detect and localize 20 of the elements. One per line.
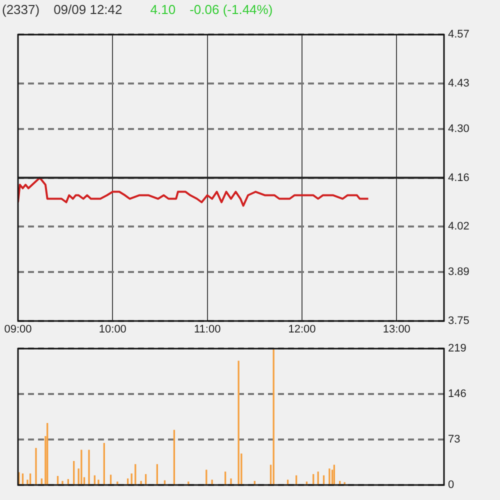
- y-tick-label: 4.02: [448, 220, 470, 233]
- x-tick-label: 11:00: [194, 324, 221, 336]
- x-tick-label: 09:00: [4, 324, 32, 336]
- y-tick-label: 73: [448, 434, 460, 446]
- x-tick-label: 13:00: [382, 324, 410, 336]
- y-tick-label: 4.43: [448, 78, 470, 90]
- y-tick-label: 4.16: [448, 172, 470, 184]
- x-tick-label: 12:00: [288, 324, 316, 336]
- chart-subtitle: 09/09 12:42: [54, 2, 122, 17]
- text: -0.06 (-1.44%): [190, 2, 273, 17]
- y-tick-label: 0: [448, 479, 454, 492]
- x-tick-label: 10:00: [98, 324, 126, 336]
- text: 4.10: [150, 2, 176, 17]
- y-tick-label: 146: [448, 388, 466, 400]
- chart-title: (2337): [2, 2, 40, 17]
- y-tick-label: 3.89: [448, 266, 470, 278]
- y-tick-label: 4.30: [448, 122, 470, 135]
- y-tick-label: 4.57: [448, 28, 470, 41]
- y-tick-label: 3.75: [448, 315, 470, 328]
- y-tick-label: 219: [448, 342, 466, 355]
